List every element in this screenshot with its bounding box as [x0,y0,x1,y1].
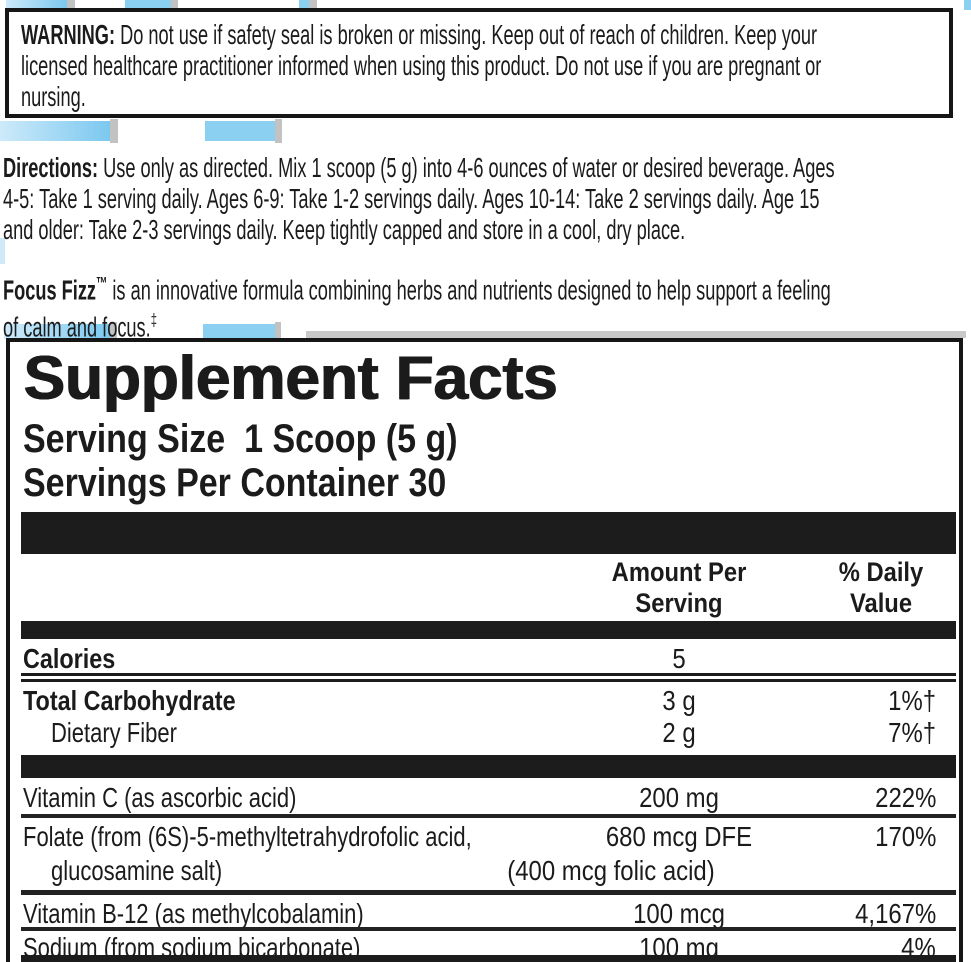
column-header-amount: Serving [635,588,723,618]
background-fragment [306,331,966,338]
row-amount: 5 [672,643,686,674]
brand-name: Focus Fizz [3,274,97,306]
background-fragment [0,121,110,141]
background-fragment [125,0,171,9]
product-description: Focus Fizz™ is an innovative formula com… [3,268,971,343]
servings-per-container: Servings Per Container 30 [23,461,447,505]
row-amount: 200 mg [639,782,719,813]
serving-size: Serving Size 1 Scoop (5 g) [23,417,458,461]
background-fragment [171,0,178,11]
row-name: Dietary Fiber [51,717,177,748]
row-dv: 7%† [888,717,936,748]
row-name: Folate (from (6S)-5-methyltetrahydrofoli… [23,821,472,852]
row-name: Total Carbohydrate [23,685,236,716]
row-amount: 680 mcg DFE [605,821,753,852]
background-fragment [309,0,317,10]
divider-rule [21,814,956,818]
row-dv: 4,167% [854,898,936,929]
row-dv: 1%† [888,685,936,716]
footnote-dagger: ‡ [150,310,157,331]
description-line: of calm and focus.‡ [3,310,157,343]
row-amount: 3 g [662,685,696,716]
divider-double-rule [21,673,956,682]
background-fragment [275,322,281,339]
background-fragment [205,121,275,141]
background-fragment [0,238,5,264]
supplement-facts-content: Supplement Facts Serving Size 1 Scoop (5… [21,342,956,962]
background-fragment [110,322,117,339]
directions-label: Directions: [3,152,99,183]
warning-line: WARNING: Do not use if safety seal is br… [21,19,818,50]
warning-line: licensed healthcare practitioner informe… [21,50,822,81]
background-fragment [67,0,75,14]
divider-bar-medium [21,621,956,639]
table-row-dietary-fiber: Dietary Fiber 2 g 7%† [21,717,956,748]
supplement-facts-panel: Supplement Facts Serving Size 1 Scoop (5… [6,338,963,962]
column-header-dv: Value [849,588,913,618]
directions-line: Directions: Use only as directed. Mix 1 … [3,152,835,183]
directions-line: and older: Take 2-3 servings daily. Keep… [3,214,686,245]
divider-rule [21,927,956,931]
directions-paragraph: Directions: Use only as directed. Mix 1 … [3,152,971,245]
column-header-dv: % Daily [838,557,924,587]
table-row-calories: Calories 5 [21,643,956,674]
row-name: Calories [23,643,116,674]
divider-bar-thick [21,512,956,554]
row-dv: 222% [874,782,936,813]
table-row-vitamin-b12: Vitamin B-12 (as methylcobalamin) 100 mc… [21,898,956,929]
row-dv: 170% [874,821,936,852]
trademark-symbol: ™ [96,273,108,293]
background-fragment [275,119,282,143]
row-name: Vitamin B-12 (as methylcobalamin) [23,898,364,929]
row-name: glucosamine salt) [51,855,223,886]
warning-label: WARNING: [21,19,116,50]
divider-bar-thick [21,755,956,778]
divider-rule [21,890,956,895]
background-fragment [4,324,110,339]
column-header-amount: Amount Per [611,557,747,587]
background-fragment [110,119,118,143]
row-name: Vitamin C (as ascorbic acid) [23,782,297,813]
background-fragment [203,324,275,339]
description-line: Focus Fizz™ is an innovative formula com… [3,273,831,306]
table-row-folate: Folate (from (6S)-5-methyltetrahydrofoli… [21,821,956,889]
background-fragment [964,0,971,10]
row-amount: (400 mcg folic acid) [507,855,715,886]
table-row-vitamin-c: Vitamin C (as ascorbic acid) 200 mg 222% [21,782,956,813]
warning-line: nursing. [21,81,86,112]
divider-bar-thick [21,955,956,962]
warning-box: WARNING: Do not use if safety seal is br… [5,8,953,118]
directions-line: 4-5: Take 1 serving daily. Ages 6-9: Tak… [3,183,820,214]
supplement-facts-title: Supplement Facts [23,344,557,413]
table-row-total-carbohydrate: Total Carbohydrate 3 g 1%† [21,685,956,716]
row-amount: 2 g [662,717,696,748]
row-amount: 100 mcg [633,898,725,929]
background-fragment [299,0,309,8]
